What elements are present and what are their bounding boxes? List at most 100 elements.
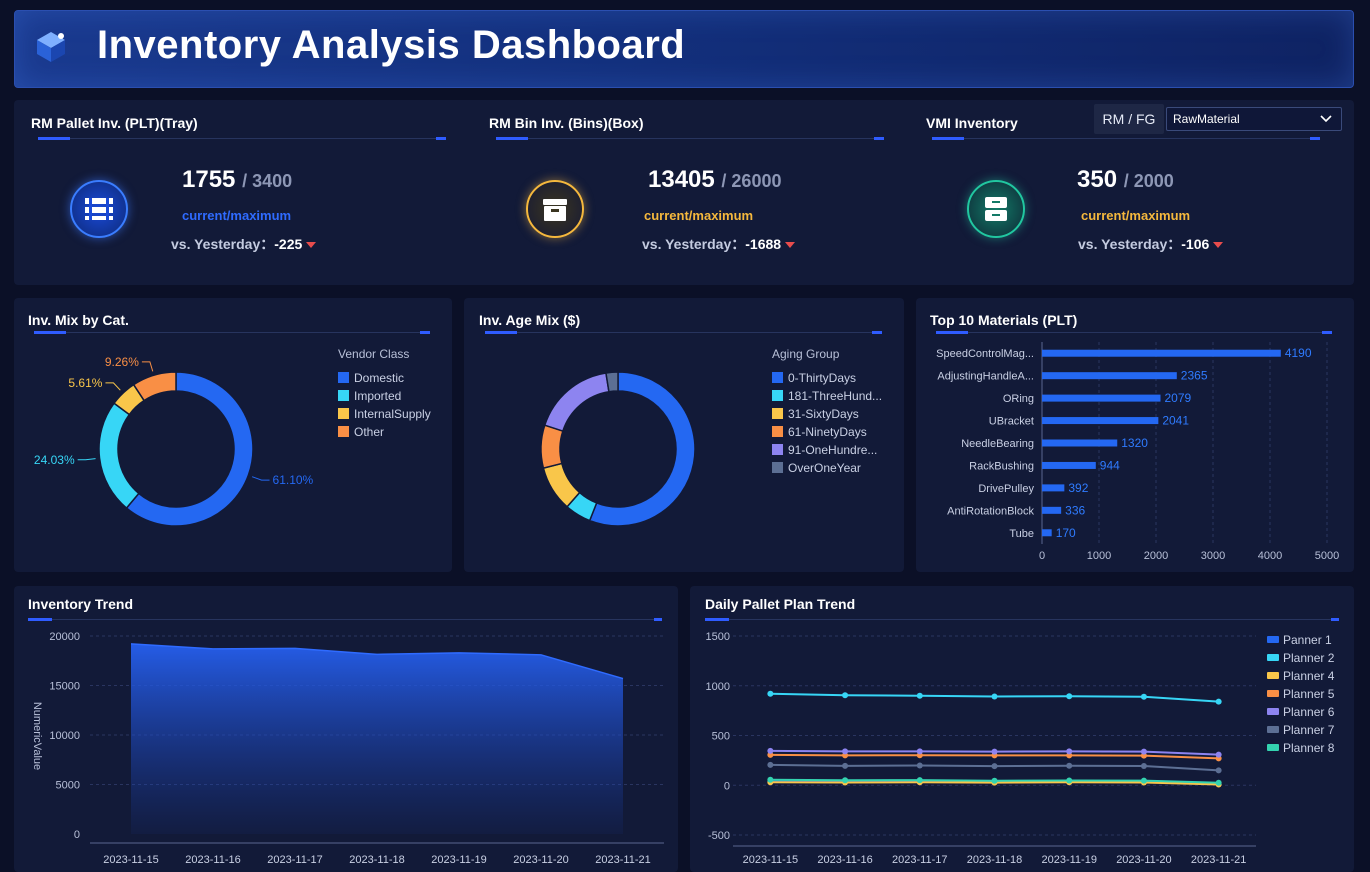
bar-value-label: 2079	[1165, 391, 1192, 405]
kpi-value-bin: 13405 / 26000	[648, 166, 782, 193]
kpi-sub-bin: current/maximum	[644, 208, 754, 223]
legend-label: Planner 4	[1283, 669, 1335, 683]
inv-mix-title: Inv. Mix by Cat.	[28, 312, 129, 328]
series-point	[842, 762, 849, 769]
series-point	[1066, 777, 1073, 784]
legend-label: Planner 8	[1283, 741, 1335, 755]
kpi-title-pallet: RM Pallet Inv. (PLT)(Tray)	[31, 115, 198, 131]
top10-chart: 0 1000 2000 3000 4000 5000 SpeedControlMag... 4…	[936, 342, 1339, 562]
kpi-vs-bin: vs. Yesterday：-1688	[642, 234, 796, 254]
pallet-icon	[70, 180, 128, 238]
y-tick-label: ORing	[1003, 393, 1034, 405]
slice-label-line	[105, 382, 121, 391]
top10-title: Top 10 Materials (PLT)	[930, 312, 1078, 328]
cabinet-icon	[967, 180, 1025, 238]
series-point	[1066, 762, 1073, 769]
y-tick-label: 1500	[706, 631, 730, 643]
x-tick-label: 2023-11-16	[185, 854, 240, 866]
slice-value-label: 61.10%	[273, 473, 314, 487]
area-fill	[131, 643, 623, 834]
panel-divider	[28, 618, 662, 621]
inventory-trend-chart: 20000 15000 10000 5000 0 2023-11-15 2023-11-16…	[31, 631, 664, 866]
y-tick-label: 500	[712, 731, 730, 743]
y-tick-label: SpeedControlMag...	[936, 348, 1034, 360]
legend-label: InternalSupply	[354, 407, 431, 421]
series-point	[1215, 767, 1222, 774]
slice-value-label: 9.26%	[105, 355, 139, 369]
series-point	[991, 693, 998, 700]
donut-slice	[540, 424, 564, 470]
legend-swatch	[772, 426, 783, 437]
material-type-selected: RawMaterial	[1173, 112, 1240, 126]
material-type-select[interactable]: RawMaterial	[1166, 107, 1342, 131]
down-arrow-icon	[785, 242, 796, 249]
series-point	[1215, 751, 1222, 758]
legend-label: Imported	[354, 389, 401, 403]
pallet-plan-panel: Daily Pallet Plan Trend 1500 1000 500 0 -500…	[690, 586, 1354, 872]
x-tick-label: 2023-11-15	[103, 854, 158, 866]
series-point	[1140, 693, 1147, 700]
legend-swatch	[1267, 726, 1279, 733]
legend-label: Domestic	[354, 371, 404, 385]
x-tick-label: 2023-11-16	[817, 854, 872, 866]
y-tick-label: RackBushing	[969, 460, 1034, 472]
series-point	[1215, 779, 1222, 786]
inv-mix-chart: 61.10% 24.03% 5.61%9.26% Vendor Class Domest…	[34, 347, 431, 527]
legend-swatch	[338, 390, 349, 401]
legend-swatch	[1267, 654, 1279, 661]
series-point	[1215, 698, 1222, 705]
inv-age-chart: Aging Group 0-ThirtyDays 181-ThreeHund... 3…	[540, 347, 882, 527]
y-tick-label: -500	[708, 830, 730, 842]
x-tick-label: 4000	[1258, 550, 1282, 562]
donut-slice	[125, 371, 254, 527]
bar-value-label: 336	[1065, 503, 1085, 517]
y-tick-label: AdjustingHandleA...	[937, 371, 1034, 383]
x-tick-label: 1000	[1087, 550, 1111, 562]
x-tick-label: 0	[1039, 550, 1045, 562]
legend-swatch	[1267, 636, 1279, 643]
slice-label-line	[77, 458, 96, 461]
x-tick-label: 2023-11-18	[967, 854, 1022, 866]
slice-label-line	[251, 476, 270, 481]
legend-swatch	[338, 408, 349, 419]
series-point	[842, 748, 849, 755]
legend-label: 0-ThirtyDays	[788, 371, 856, 385]
legend-title: Aging Group	[772, 347, 840, 361]
legend-label: Planner 7	[1283, 723, 1335, 737]
series-point	[991, 748, 998, 755]
legend-label: Planner 6	[1283, 705, 1335, 719]
inv-age-panel: Inv. Age Mix ($) Aging Group 0-ThirtyDays…	[464, 298, 904, 572]
x-tick-label: 2023-11-17	[267, 854, 322, 866]
cube-icon	[37, 32, 65, 62]
kpi-title-vmi: VMI Inventory	[926, 115, 1018, 131]
series-point	[1066, 748, 1073, 755]
legend-label: Panner 1	[1283, 633, 1332, 647]
bar-value-label: 1320	[1121, 436, 1148, 450]
x-tick-label: 2023-11-19	[1041, 854, 1096, 866]
y-tick-label: UBracket	[989, 416, 1034, 428]
box-icon	[526, 180, 584, 238]
x-tick-label: 2023-11-17	[892, 854, 947, 866]
y-tick-label: 15000	[49, 681, 80, 693]
y-axis-label: NumericValue	[31, 702, 43, 770]
inventory-trend-panel: Inventory Trend 20000 15000 10000 5000 0 2023…	[14, 586, 678, 872]
legend-swatch	[772, 408, 783, 419]
bar	[1042, 394, 1161, 402]
x-tick-label: 3000	[1201, 550, 1225, 562]
legend-swatch	[1267, 672, 1279, 679]
dashboard-header: Inventory Analysis Dashboard	[14, 10, 1354, 88]
donut-slice	[588, 371, 696, 527]
series-point	[991, 763, 998, 770]
x-tick-label: 2000	[1144, 550, 1168, 562]
panel-divider	[936, 331, 1332, 334]
kpi-panel: RM Pallet Inv. (PLT)(Tray) RM Bin Inv. (…	[14, 100, 1354, 285]
legend-label: Other	[354, 425, 384, 439]
x-tick-label: 2023-11-20	[513, 854, 568, 866]
legend-swatch	[338, 426, 349, 437]
legend-label: 181-ThreeHund...	[788, 389, 882, 403]
slice-label-line	[141, 361, 154, 372]
bar	[1042, 461, 1096, 469]
series-point	[916, 692, 923, 699]
legend-swatch	[1267, 690, 1279, 697]
panel-divider	[34, 331, 430, 334]
